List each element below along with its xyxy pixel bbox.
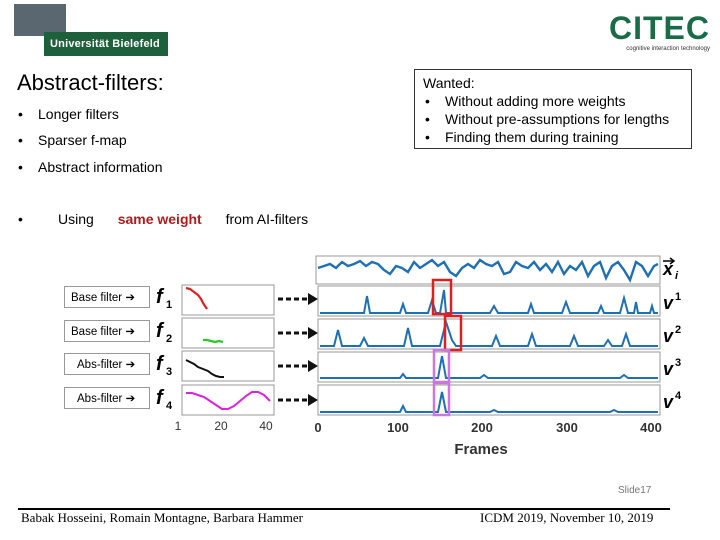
filter-subscript: 1 bbox=[166, 299, 172, 311]
frame-tick: 400 bbox=[640, 420, 662, 435]
filter-label-4: Abs-filter ➔ bbox=[64, 387, 150, 409]
map-superscript: 1 bbox=[675, 291, 681, 303]
frame-tick: 100 bbox=[387, 420, 409, 435]
map-curve-3 bbox=[320, 355, 658, 379]
frame-tick: 200 bbox=[471, 420, 493, 435]
arrow-right-icon: ➔ bbox=[125, 292, 135, 304]
filter-name: f bbox=[156, 320, 165, 342]
bullet-item-weights: Using same weight from AI-filters bbox=[18, 211, 308, 227]
filter-label-2: Base filter ➔ bbox=[64, 320, 150, 342]
arrow-right-icon: ➔ bbox=[125, 359, 136, 371]
filter-panels bbox=[181, 284, 275, 416]
bullet-item: Abstract information bbox=[18, 159, 163, 175]
university-logo: Universität Bielefeld bbox=[14, 4, 168, 56]
bullet-item: Sparser f-map bbox=[18, 132, 127, 148]
slide-number: Slide17 bbox=[618, 485, 652, 496]
signal-panel bbox=[315, 255, 661, 285]
logo-grey-bar bbox=[14, 4, 66, 36]
signal-subscript: i bbox=[675, 270, 679, 282]
map-curve-1 bbox=[320, 289, 658, 314]
filter-subscript: 4 bbox=[166, 400, 173, 412]
arrow-right-icon: ➔ bbox=[125, 326, 135, 338]
filter-curve-2 bbox=[203, 338, 224, 344]
filter-subscript: 2 bbox=[166, 333, 172, 345]
filter-tick: 40 bbox=[259, 419, 273, 433]
map-panel-4 bbox=[317, 384, 661, 416]
wanted-box: Wanted: Without adding more weights With… bbox=[414, 69, 692, 149]
filter-panel-2 bbox=[181, 317, 275, 349]
filter-curve-4 bbox=[186, 391, 271, 410]
arrow-right-icon: ➔ bbox=[125, 393, 136, 405]
map-superscript: 4 bbox=[675, 390, 682, 402]
wanted-item: Finding them during training bbox=[423, 128, 683, 146]
filter-label-1: Base filter ➔ bbox=[64, 286, 150, 308]
filter-name: f bbox=[156, 353, 165, 375]
map-superscript: 3 bbox=[675, 357, 681, 369]
frames-axis-label: Frames bbox=[454, 441, 507, 458]
highlight-box-violet-2 bbox=[432, 381, 451, 417]
signal-curve bbox=[317, 258, 659, 283]
filter-panel-1 bbox=[181, 284, 275, 316]
signal-vector-arrowhead bbox=[669, 257, 676, 265]
map-superscript: 2 bbox=[675, 324, 681, 336]
slide-title: Abstract-filters: bbox=[17, 70, 164, 95]
frame-tick: 0 bbox=[314, 420, 321, 435]
citec-logo-subtitle: cognitive interaction technology bbox=[626, 46, 710, 52]
dashed-arrows bbox=[278, 293, 318, 406]
map-label: v bbox=[663, 392, 674, 412]
filter-name: f bbox=[156, 286, 165, 308]
filter-curve-1 bbox=[185, 286, 208, 310]
highlight-box-red-2 bbox=[443, 314, 463, 352]
citec-logo: CITEC cognitive interaction technology bbox=[586, 10, 716, 52]
map-label: v bbox=[663, 326, 674, 346]
filter-tick: 1 bbox=[175, 419, 182, 433]
highlight-same-weight: same weight bbox=[117, 211, 202, 227]
wanted-heading: Wanted: bbox=[423, 75, 475, 91]
wanted-list: Without adding more weights Without pre-… bbox=[423, 92, 683, 146]
filter-curve-3 bbox=[185, 359, 224, 378]
footer-conference: ICDM 2019, November 10, 2019 bbox=[480, 510, 654, 525]
filter-label-3: Abs-filter ➔ bbox=[64, 353, 150, 375]
highlight-box-red-1 bbox=[431, 278, 453, 316]
map-label: v bbox=[663, 293, 674, 313]
citec-logo-word: CITEC bbox=[609, 10, 710, 46]
map-label: v bbox=[663, 359, 674, 379]
filter-name: f bbox=[156, 387, 165, 409]
filter-subscript: 3 bbox=[166, 366, 172, 378]
wanted-item: Without adding more weights bbox=[423, 92, 683, 110]
filter-tick: 20 bbox=[214, 419, 228, 433]
filter-panel-4 bbox=[181, 384, 275, 416]
footer-divider bbox=[18, 508, 670, 510]
bullet-item: Longer filters bbox=[18, 106, 119, 122]
frame-tick: 300 bbox=[556, 420, 578, 435]
wanted-item: Without pre-assumptions for lengths bbox=[423, 110, 683, 128]
map-curve-2 bbox=[320, 318, 658, 347]
map-panel-2 bbox=[317, 318, 661, 350]
logo-green-plate bbox=[44, 32, 168, 56]
map-curve-4 bbox=[320, 391, 658, 413]
footer-authors: Babak Hosseini, Romain Montagne, Barbara… bbox=[21, 510, 303, 525]
university-logo-text: Universität Bielefeld bbox=[50, 38, 160, 50]
